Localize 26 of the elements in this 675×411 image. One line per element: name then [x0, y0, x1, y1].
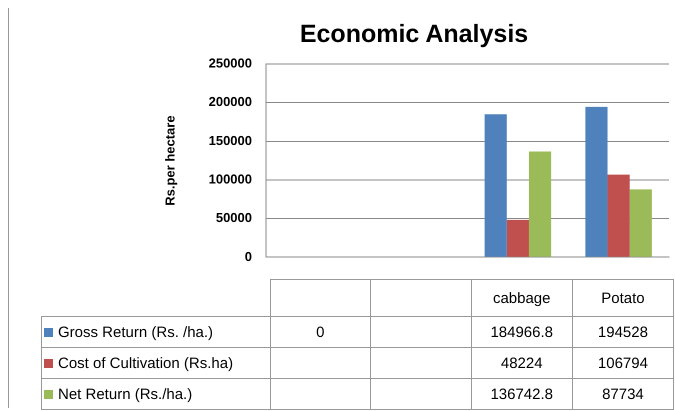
y-axis-title: Rs.per hectare [162, 115, 178, 206]
data-label: 87734 [572, 378, 674, 410]
bar [484, 114, 507, 257]
legend-label: Cost of Cultivation (Rs.ha) [58, 354, 234, 372]
y-tick-label: 0 [244, 248, 252, 264]
x-tick-label: Potato [572, 280, 674, 316]
data-label: 136742.8 [471, 378, 572, 410]
bar [528, 152, 552, 257]
y-tick-label: 150000 [208, 132, 252, 148]
y-tick-label: 200000 [208, 94, 252, 110]
chart-title: Economic Analysis [300, 20, 528, 48]
data-label: 194528 [572, 316, 674, 348]
x-tick-label: cabbage [471, 280, 572, 316]
data-label: 48224 [471, 348, 572, 378]
data-label: 106794 [572, 348, 674, 378]
data-label: 0 [270, 316, 371, 348]
legend-label: Net Return (Rs./ha.) [58, 386, 192, 402]
bar [506, 220, 529, 257]
legend-label: Gross Return (Rs. /ha.) [58, 324, 214, 340]
y-tick-label: 250000 [208, 56, 252, 71]
bar [585, 106, 608, 257]
y-tick-label: 50000 [216, 210, 252, 226]
bar [630, 189, 652, 257]
data-label: 184966.8 [471, 316, 572, 348]
y-tick-label: 100000 [208, 172, 252, 186]
bar [608, 174, 630, 257]
